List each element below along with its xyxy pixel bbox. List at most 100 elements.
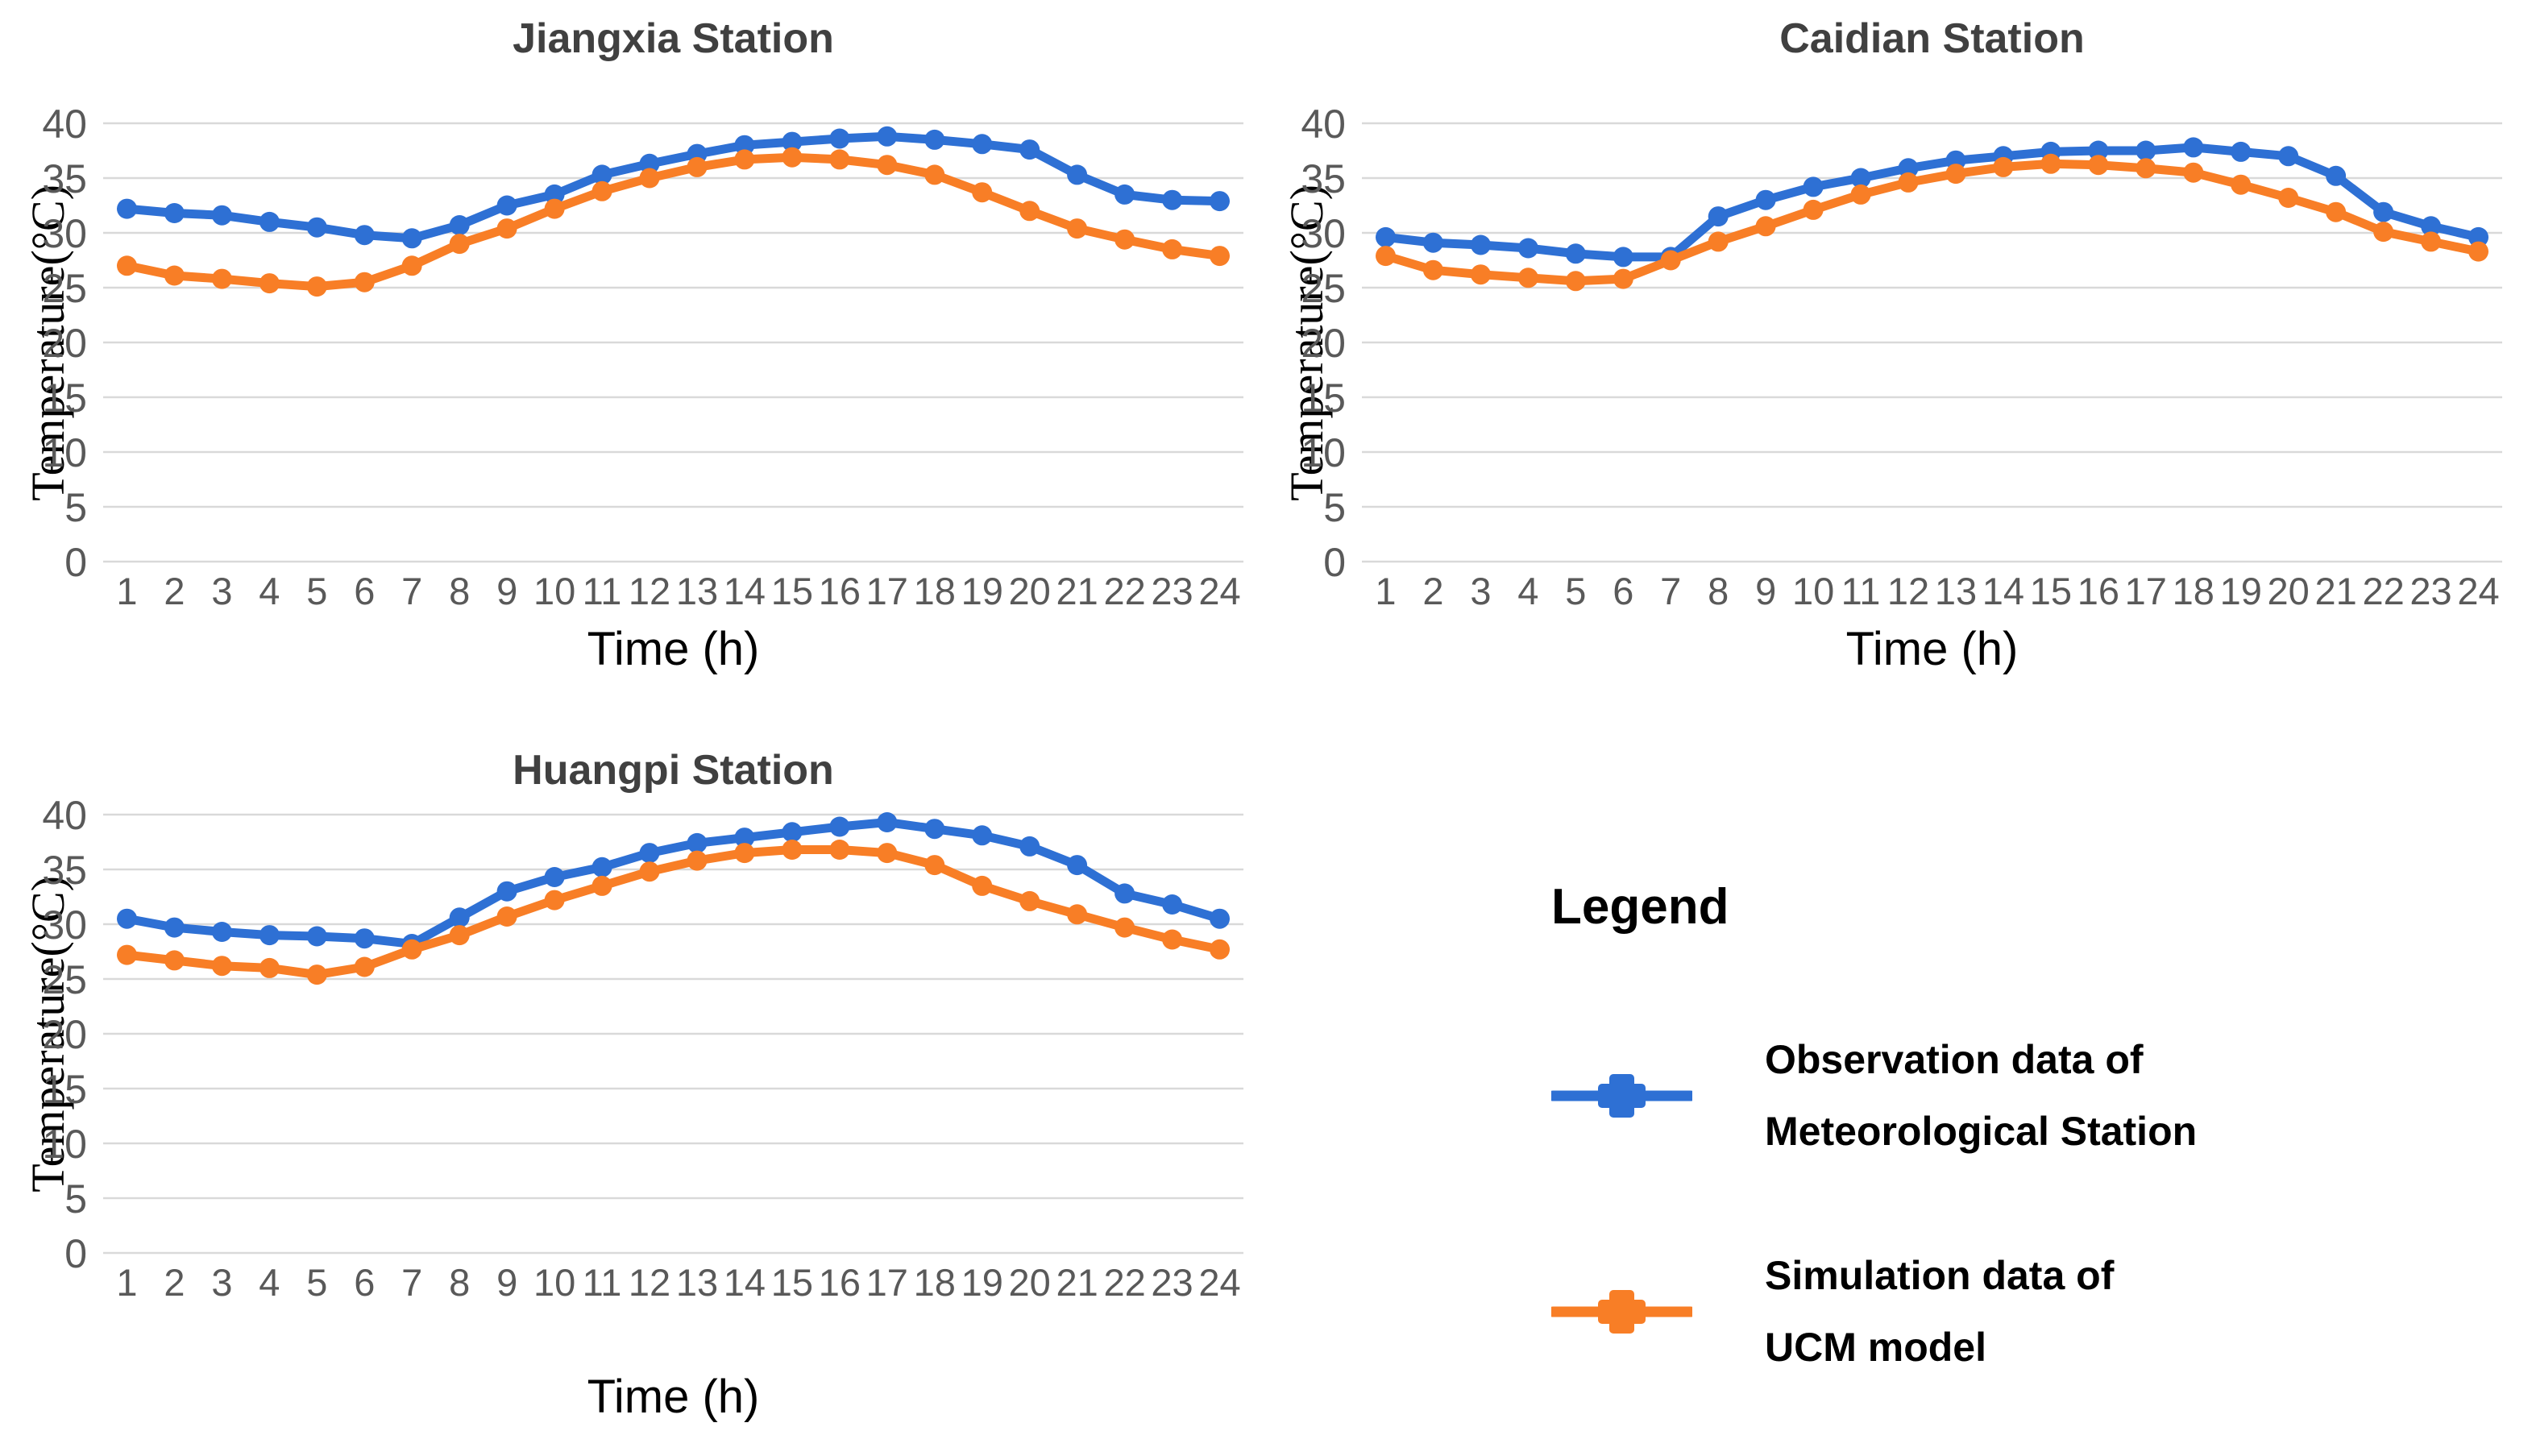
x-tick-label: 15 bbox=[2030, 570, 2072, 612]
data-point-observation bbox=[259, 211, 280, 232]
data-point-observation bbox=[972, 134, 993, 155]
data-point-simulation bbox=[1422, 259, 1443, 280]
data-point-simulation bbox=[2136, 158, 2156, 179]
series-line-observation bbox=[122, 818, 1224, 948]
data-point-simulation bbox=[1517, 268, 1538, 288]
y-tick-label: 20 bbox=[42, 321, 87, 366]
data-point-observation bbox=[449, 907, 470, 928]
data-point-observation bbox=[354, 928, 375, 949]
legend-item-label-line2: UCM model bbox=[1765, 1325, 1986, 1370]
y-tick-label: 0 bbox=[64, 1231, 87, 1276]
x-tick-label: 24 bbox=[1198, 570, 1240, 612]
data-point-observation bbox=[924, 129, 945, 150]
data-point-simulation bbox=[2421, 231, 2442, 252]
data-point-simulation bbox=[1019, 201, 1040, 222]
data-point-simulation bbox=[1114, 917, 1135, 938]
data-point-simulation bbox=[1067, 904, 1088, 925]
chart-huangpi-station: Huangpi Station Temperature(°C) 0 5 10 15 20… bbox=[0, 691, 1273, 1423]
data-point-observation bbox=[449, 215, 470, 235]
data-point-simulation bbox=[306, 276, 327, 297]
data-point-simulation bbox=[259, 957, 280, 978]
x-tick-label: 4 bbox=[259, 570, 280, 612]
data-point-observation bbox=[2278, 146, 2299, 167]
x-tick-label: 5 bbox=[306, 1261, 327, 1304]
data-point-observation bbox=[1613, 247, 1633, 268]
x-tick-label: 10 bbox=[1792, 570, 1834, 612]
data-point-observation bbox=[306, 926, 327, 947]
y-tick-label: 35 bbox=[1301, 156, 1346, 201]
y-tick-label: 25 bbox=[42, 266, 87, 311]
chart-jiangxia-station: Jiangxia Station Temperature(°C) 0 5 10 15 2… bbox=[0, 0, 1273, 693]
data-point-simulation bbox=[1376, 246, 1396, 267]
data-point-simulation bbox=[496, 906, 517, 927]
x-tick-label: 23 bbox=[1151, 1261, 1193, 1304]
data-point-observation bbox=[829, 128, 850, 149]
x-tick-label: 1 bbox=[116, 1261, 137, 1304]
legend-marker-plus-vertical bbox=[1609, 1074, 1634, 1118]
data-point-observation bbox=[1162, 189, 1183, 210]
data-point-observation bbox=[1517, 238, 1538, 259]
data-point-simulation bbox=[164, 950, 185, 971]
legend: Legend Observation data of Meteorologica… bbox=[1551, 878, 2470, 1456]
data-point-simulation bbox=[354, 272, 375, 292]
y-tick-label: 10 bbox=[1301, 430, 1346, 475]
data-point-observation bbox=[117, 908, 137, 929]
data-point-simulation bbox=[687, 850, 708, 871]
y-tick-label: 25 bbox=[42, 957, 87, 1002]
x-tick-label: 2 bbox=[1422, 570, 1443, 612]
data-point-observation bbox=[164, 203, 185, 223]
legend-item-label-line1: Observation data of bbox=[1765, 1037, 2144, 1082]
data-point-observation bbox=[1210, 908, 1230, 929]
data-point-simulation bbox=[1470, 264, 1491, 285]
data-point-simulation bbox=[449, 234, 470, 255]
data-point-simulation bbox=[924, 164, 945, 185]
y-tick-label: 10 bbox=[42, 430, 87, 475]
x-tick-label: 3 bbox=[211, 570, 232, 612]
data-point-simulation bbox=[2040, 153, 2061, 174]
y-tick-label: 40 bbox=[42, 793, 87, 838]
x-tick-label: 21 bbox=[2315, 570, 2357, 612]
data-point-observation bbox=[1565, 243, 1586, 264]
data-point-simulation bbox=[449, 925, 470, 946]
data-point-simulation bbox=[972, 182, 993, 203]
x-tick-label: 17 bbox=[866, 1261, 908, 1304]
data-point-observation bbox=[2088, 140, 2109, 161]
data-point-simulation bbox=[1114, 229, 1135, 250]
data-point-simulation bbox=[687, 156, 708, 177]
x-tick-label: 3 bbox=[1470, 570, 1491, 612]
data-point-observation bbox=[1019, 139, 1040, 160]
data-point-observation bbox=[1210, 191, 1230, 212]
data-point-simulation bbox=[211, 956, 232, 977]
y-tick-label: 35 bbox=[42, 848, 87, 893]
data-point-simulation bbox=[401, 255, 422, 276]
legend-item-label: Simulation data of UCM model bbox=[1765, 1240, 2114, 1383]
y-tick-label: 0 bbox=[1323, 540, 1346, 585]
x-tick-label: 23 bbox=[2410, 570, 2451, 612]
x-tick-label: 9 bbox=[1755, 570, 1776, 612]
data-point-observation bbox=[1067, 855, 1088, 876]
data-point-simulation bbox=[401, 939, 422, 960]
x-axis-label: Time (h) bbox=[1845, 623, 2019, 675]
data-point-observation bbox=[544, 184, 565, 205]
data-point-simulation bbox=[1803, 199, 1824, 220]
chart-title: Jiangxia Station bbox=[513, 15, 834, 62]
data-point-observation bbox=[1019, 836, 1040, 857]
data-point-observation bbox=[259, 925, 280, 946]
data-point-observation bbox=[2326, 165, 2347, 186]
x-tick-label: 12 bbox=[629, 1261, 670, 1304]
x-tick-label: 12 bbox=[629, 570, 670, 612]
x-tick-label: 21 bbox=[1056, 1261, 1098, 1304]
data-point-simulation bbox=[2231, 174, 2252, 195]
x-tick-label: 11 bbox=[583, 570, 622, 612]
x-tick-label: 24 bbox=[2457, 570, 2499, 612]
data-point-simulation bbox=[117, 944, 137, 965]
x-tick-label: 21 bbox=[1056, 570, 1098, 612]
data-point-simulation bbox=[639, 168, 660, 189]
data-point-simulation bbox=[972, 875, 993, 896]
legend-item-label: Observation data of Meteorological Stati… bbox=[1765, 1024, 2197, 1168]
x-tick-label: 9 bbox=[496, 570, 517, 612]
data-point-observation bbox=[1755, 189, 1776, 210]
data-point-observation bbox=[734, 828, 755, 848]
